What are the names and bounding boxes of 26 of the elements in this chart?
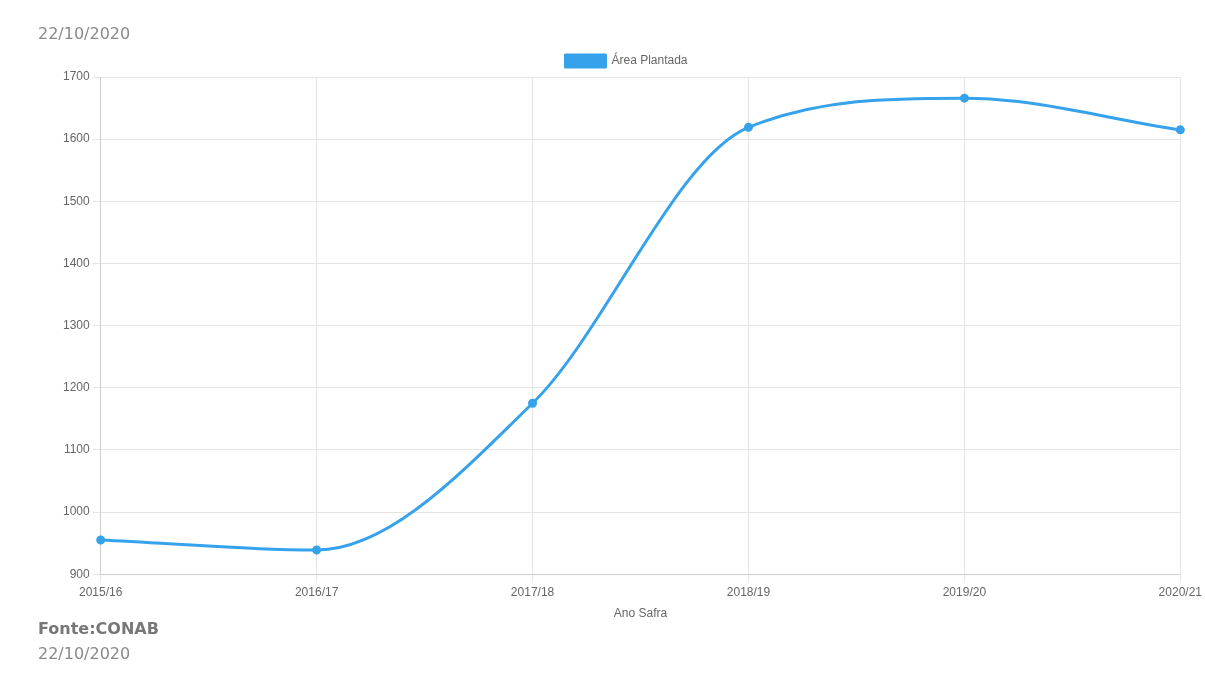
point [1175,125,1185,135]
y-tick-label: 1300 [62,317,91,332]
y-tick-label: 900 [69,566,91,581]
y-tick-label: 1000 [62,504,91,519]
y-tick-label: 1400 [62,255,91,270]
text: 22/10/2020 [38,24,131,43]
x-tick-label: 2018/19 [726,584,771,599]
x-tick-label: 2019/20 [942,584,987,599]
y-tick-label: 1200 [62,380,91,395]
y-tick-label: 1700 [62,69,91,84]
y-tick-label: 1100 [63,442,91,457]
point [959,93,969,103]
x-tick-label: 2020/21 [1158,584,1203,599]
point [528,398,538,408]
x-tick-label: 2016/17 [294,584,339,599]
x-tick-label: 2017/18 [510,584,555,599]
x-axis-title: Ano Safra [613,606,668,621]
text: 22/10/2020 [38,644,131,663]
point [743,122,753,132]
point [312,545,322,555]
point [96,535,106,545]
y-tick-label: 1500 [62,193,91,208]
source-note: Fonte:CONAB [38,619,159,638]
y-tick-label: 1600 [62,131,91,146]
legend-label: Área Plantada [611,52,688,68]
x-tick-label: 2015/16 [79,584,123,599]
